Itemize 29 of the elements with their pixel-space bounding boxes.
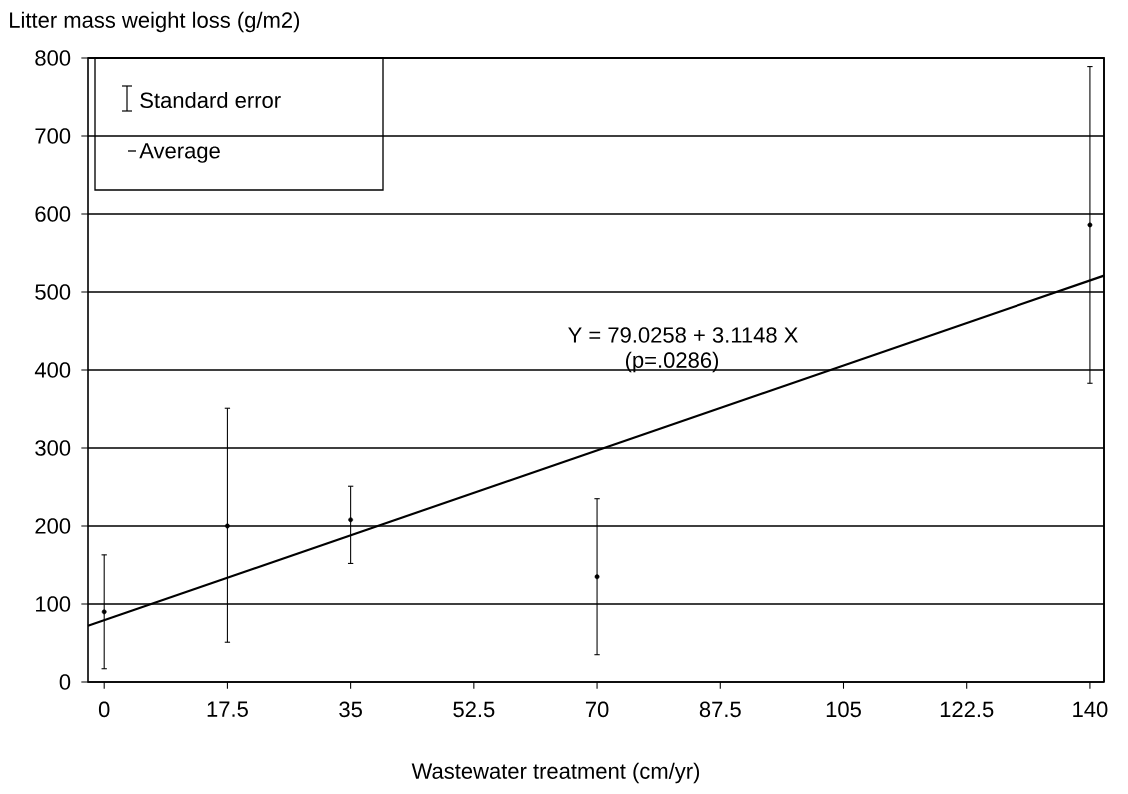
annotation: Standard error bbox=[140, 91, 281, 109]
y-tick-label: 600 bbox=[35, 206, 71, 222]
y-tick-label: 700 bbox=[35, 128, 71, 144]
x-tick-label: 122.5 bbox=[940, 701, 994, 718]
point bbox=[1087, 222, 1093, 228]
y-tick-label: 500 bbox=[35, 284, 71, 300]
x-tick-label: 52.5 bbox=[453, 701, 495, 718]
point bbox=[225, 523, 230, 529]
y-tick-label: 400 bbox=[34, 362, 71, 378]
x-tick-label: 35 bbox=[339, 701, 362, 718]
annotation: Y = 79.0258 + 3.1148 X bbox=[568, 327, 798, 343]
legend-label: Average bbox=[139, 143, 220, 163]
point bbox=[101, 609, 107, 615]
x-tick-label: 87.5 bbox=[699, 701, 741, 718]
x-tick-label: 17.5 bbox=[207, 701, 248, 717]
y-tick-label: 100 bbox=[36, 596, 71, 612]
annotation: (p=.0286) bbox=[625, 351, 719, 373]
y-tick-label: 800 bbox=[35, 50, 71, 66]
y-axis-title: Litter mass weight loss (g/m2) bbox=[10, 11, 300, 33]
y-tick-label: 200 bbox=[35, 518, 71, 534]
point bbox=[348, 517, 354, 523]
x-tick-label: 0 bbox=[98, 701, 110, 718]
y-tick-label: 300 bbox=[35, 440, 71, 456]
x-tick-label: 70 bbox=[585, 701, 609, 718]
x-axis-title: Wastewater treatment (cm/yr) bbox=[411, 762, 700, 784]
y-tick-label: 0 bbox=[59, 674, 71, 690]
point bbox=[594, 574, 600, 580]
x-tick-label: 140 bbox=[1073, 701, 1108, 718]
x-tick-label: 105 bbox=[826, 701, 861, 718]
